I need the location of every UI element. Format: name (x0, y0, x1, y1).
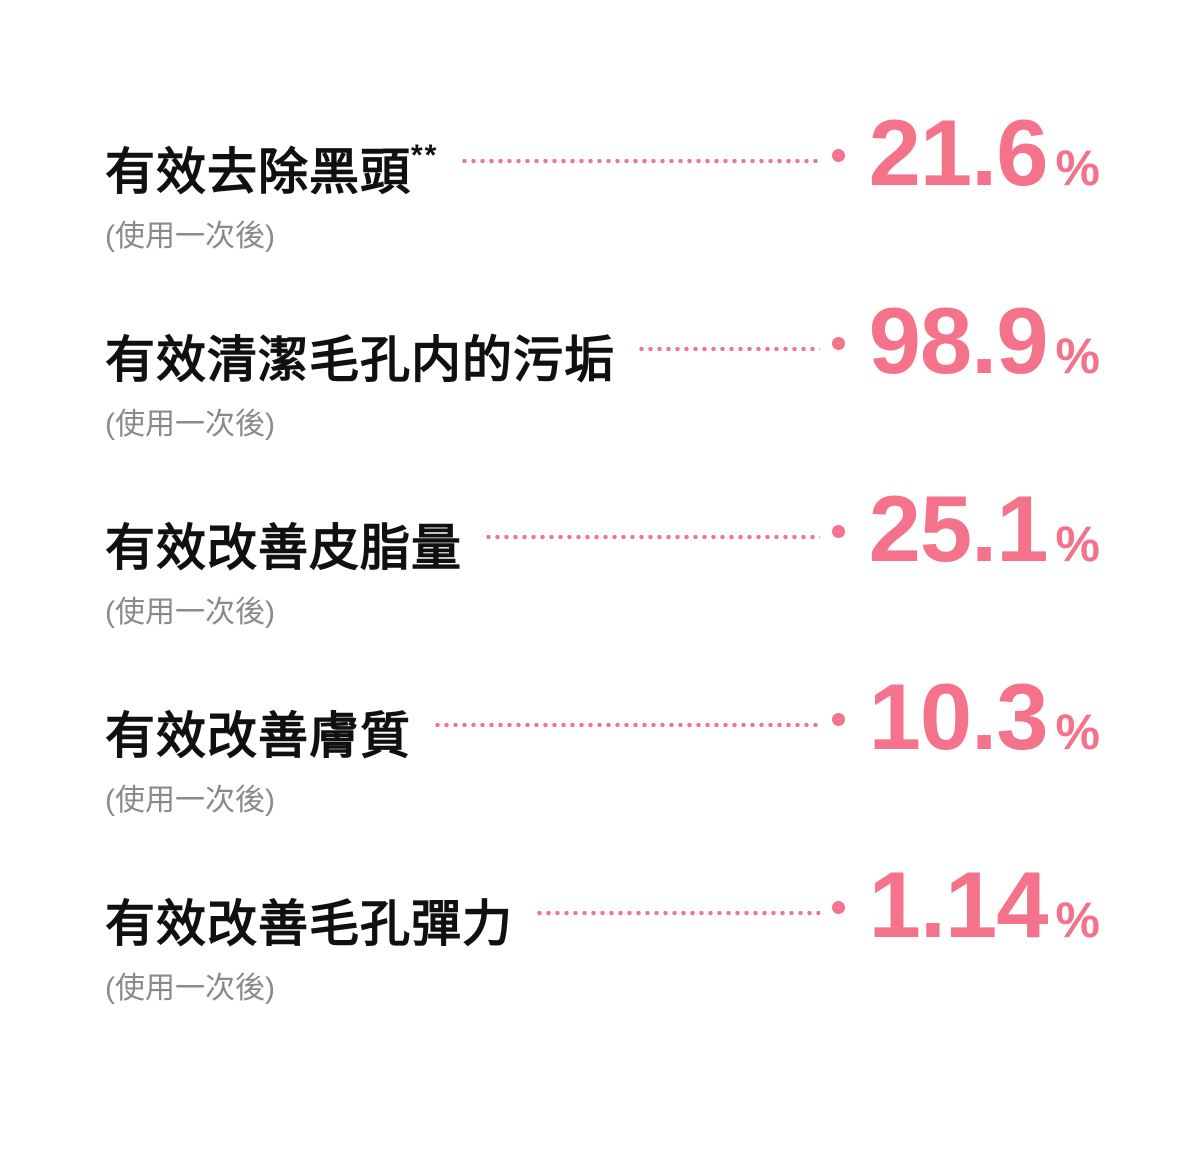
leader-endpoint-circle-icon (832, 525, 845, 538)
leader-endpoint-circle-icon (832, 149, 845, 162)
leader-dotted-line (460, 159, 820, 163)
stat-value-unit: % (1055, 704, 1100, 760)
stat-label-text: 有效改善膚質 (105, 708, 411, 764)
stat-value: 21.6 (868, 100, 1049, 205)
stat-row: 有效改善膚質 (使用一次後) 10.3% (105, 670, 1100, 820)
stat-label: 有效去除黑頭** (105, 126, 438, 202)
stat-label-text: 有效改善毛孔彈力 (105, 896, 513, 952)
stat-value-unit: % (1055, 892, 1100, 948)
stat-value-block: 21.6% (845, 106, 1100, 200)
stat-value-unit: % (1055, 516, 1100, 572)
leader-dotted-line (484, 535, 820, 539)
stat-row: 有效改善皮脂量 (使用一次後) 25.1% (105, 482, 1100, 632)
stat-note: (使用一次後) (105, 596, 275, 629)
stat-value: 1.14 (868, 852, 1049, 957)
leader-dotted-line (433, 723, 820, 727)
stat-label-superscript: ** (411, 139, 439, 172)
stat-value: 25.1 (868, 476, 1049, 581)
stat-note: (使用一次後) (105, 784, 275, 817)
stat-row: 有效改善毛孔彈力 (使用一次後) 1.14% (105, 858, 1100, 1008)
leader-dotted-line (535, 911, 820, 915)
stat-note: (使用一次後) (105, 972, 275, 1005)
stat-label-text: 有效清潔毛孔内的污垢 (105, 332, 615, 388)
leader-endpoint-circle-icon (832, 901, 845, 914)
stat-label-block: 有效去除黑頭** (使用一次後) (105, 126, 438, 256)
stat-note: (使用一次後) (105, 220, 275, 253)
stat-label: 有效改善膚質 (105, 690, 411, 766)
stat-value-unit: % (1055, 328, 1100, 384)
leader-dotted-line (637, 347, 820, 351)
leader-endpoint-circle-icon (832, 713, 845, 726)
stat-label-text: 有效去除黑頭 (105, 144, 411, 200)
stat-label-block: 有效改善膚質 (使用一次後) (105, 690, 411, 820)
stat-note: (使用一次後) (105, 408, 275, 441)
stat-row: 有效清潔毛孔内的污垢 (使用一次後) 98.9% (105, 294, 1100, 444)
stat-label-block: 有效改善毛孔彈力 (使用一次後) (105, 878, 513, 1008)
stat-label-block: 有效改善皮脂量 (使用一次後) (105, 502, 462, 632)
stat-label: 有效改善毛孔彈力 (105, 878, 513, 954)
stat-value: 98.9 (868, 288, 1049, 393)
stat-label-block: 有效清潔毛孔内的污垢 (使用一次後) (105, 314, 615, 444)
stat-label: 有效改善皮脂量 (105, 502, 462, 578)
stat-value-block: 98.9% (845, 294, 1100, 388)
stat-value-block: 1.14% (845, 858, 1100, 952)
stat-value-block: 25.1% (845, 482, 1100, 576)
stat-row: 有效去除黑頭** (使用一次後) 21.6% (105, 106, 1100, 256)
stat-label: 有效清潔毛孔内的污垢 (105, 314, 615, 390)
stat-value-unit: % (1055, 140, 1100, 196)
stat-value-block: 10.3% (845, 670, 1100, 764)
leader-endpoint-circle-icon (832, 337, 845, 350)
stat-value: 10.3 (868, 664, 1049, 769)
stat-label-text: 有效改善皮脂量 (105, 520, 462, 576)
